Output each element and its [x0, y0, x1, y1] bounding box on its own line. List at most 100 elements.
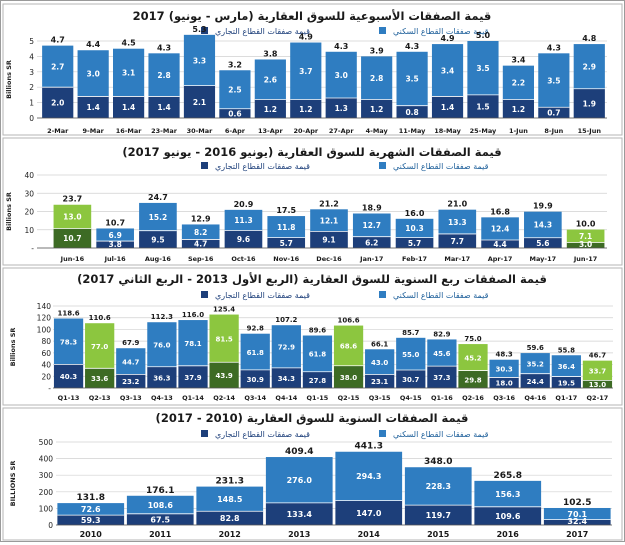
data-label-residential: 3.1	[122, 69, 135, 78]
bar-residential	[265, 457, 333, 503]
y-tick-label: 500	[39, 438, 54, 447]
data-label-total: 82.9	[433, 330, 450, 338]
legend-swatch-residential	[379, 27, 386, 34]
data-label-total: 85.7	[402, 329, 419, 337]
data-label-commercial: 1.4	[441, 103, 454, 112]
legend-label-residential: قيمة صفقات القطاع السكني	[393, 27, 489, 36]
data-label-residential: 43.0	[371, 359, 388, 367]
x-tick-label: 2-Mar	[47, 127, 69, 135]
data-label-commercial: 109.6	[495, 512, 521, 521]
y-tick-label: 100	[37, 325, 52, 334]
data-label-commercial: 1.2	[370, 105, 383, 114]
bar-commercial	[481, 239, 519, 248]
data-label-commercial: 40.3	[60, 373, 77, 381]
legend-swatch-commercial	[201, 162, 208, 169]
x-tick-label: May-17	[530, 255, 557, 263]
data-label-commercial: 19.5	[558, 379, 575, 387]
data-label-commercial: 119.7	[426, 511, 451, 520]
chart-4: قيمة الصفقات السنوية للسوق العقارية (201…	[2, 407, 623, 541]
data-label-residential: 156.3	[495, 490, 520, 499]
x-tick-label: Jun-16	[60, 255, 85, 263]
y-tick-label: 100	[39, 504, 54, 513]
x-tick-label: 11-May	[399, 127, 426, 135]
data-label-commercial: 36.3	[153, 374, 170, 382]
data-label-residential: 3.5	[476, 64, 489, 73]
bar-commercial	[77, 96, 109, 118]
x-tick-label: Jul-16	[104, 255, 126, 263]
legend-label-commercial: قيمة صفقات القطاع التجاري	[215, 162, 310, 171]
data-label-residential: 3.0	[87, 69, 100, 78]
data-label-commercial: 147.0	[356, 509, 382, 518]
x-tick-label: 8-Jun	[544, 127, 563, 135]
data-label-total: 18.9	[362, 204, 382, 213]
bar-residential	[582, 360, 613, 381]
data-label-commercial: 2.0	[51, 99, 64, 108]
data-label-residential: 108.6	[148, 501, 174, 510]
data-label-commercial: 1.2	[264, 105, 277, 114]
chart-title: قيمة الصفقات الشهرية للسوق العقارية (يون…	[122, 145, 501, 160]
bar-residential	[310, 209, 348, 232]
data-label-total: 4.3	[405, 42, 419, 51]
data-label-commercial: 5.6	[536, 239, 549, 248]
bar-residential	[325, 51, 357, 98]
data-label-residential: 2.8	[370, 74, 383, 83]
legend: قيمة صفقات القطاع التجاري قيمة صفقات القط…	[201, 27, 489, 36]
data-label-total: 4.3	[547, 43, 561, 52]
data-label-residential: 15.2	[149, 213, 168, 222]
bar-commercial	[566, 242, 605, 248]
data-label-residential: 148.5	[217, 495, 243, 504]
data-label-residential: 36.4	[558, 363, 575, 371]
data-label-commercial: 32.4	[567, 517, 587, 526]
bar-residential	[196, 486, 264, 512]
data-label-commercial: 5.7	[280, 239, 293, 248]
data-label-commercial: 1.5	[476, 102, 489, 111]
legend-label-residential: قيمة صفقات القطاع السكني	[393, 430, 489, 439]
legend-swatch-commercial	[201, 291, 208, 298]
data-label-total: 19.9	[533, 202, 553, 211]
x-tick-label: Apr-17	[488, 255, 513, 263]
data-label-total: 102.5	[563, 498, 591, 508]
bar-residential	[395, 218, 434, 238]
data-label-commercial: 5.7	[408, 239, 421, 248]
bar-residential	[290, 42, 322, 100]
chart-title: قيمة الصفقات الأسبوعية للسوق العقارية (م…	[133, 9, 492, 24]
x-tick-label: Q2-16	[462, 394, 484, 402]
data-label-commercial: 29.8	[464, 376, 481, 384]
x-tick-label: 2014	[358, 530, 381, 539]
data-label-commercial: 1.9	[583, 99, 596, 108]
bar-residential	[551, 355, 581, 377]
x-tick-label: 15-Jun	[578, 127, 602, 135]
y-tick-label: 1	[29, 99, 34, 108]
bar-commercial	[290, 99, 322, 118]
bar-residential	[396, 337, 426, 371]
x-tick-label: Q3-16	[493, 394, 515, 402]
data-label-commercial: 1.4	[87, 103, 100, 112]
y-tick-label: 2	[29, 83, 34, 92]
bar-residential	[254, 59, 286, 100]
data-label-commercial: 13.0	[589, 381, 606, 389]
x-tick-label: 30-Mar	[187, 127, 214, 135]
x-tick-label: 1-Jun	[509, 127, 528, 135]
legend: قيمة صفقات القطاع التجاري قيمة صفقات القط…	[201, 430, 489, 439]
data-label-residential: 8.2	[194, 228, 207, 237]
data-label-commercial: 4.4	[493, 240, 506, 249]
x-tick-label: Q4-15	[400, 394, 422, 402]
bar-residential	[396, 51, 428, 106]
bar-commercial	[178, 365, 208, 388]
bar-residential	[543, 507, 611, 520]
legend-swatch-residential	[379, 430, 386, 437]
data-label-residential: 2.9	[583, 62, 596, 71]
bar-commercial	[224, 230, 263, 248]
bar-residential	[467, 41, 499, 95]
data-label-total: 112.3	[151, 313, 173, 321]
data-label-residential: 2.2	[512, 79, 525, 88]
bar-commercial	[352, 236, 391, 248]
legend-swatch-commercial	[201, 27, 208, 34]
bar-commercial	[573, 88, 605, 118]
x-tick-label: Dec-16	[316, 255, 342, 263]
data-label-residential: 3.3	[193, 56, 206, 65]
data-label-commercial: 59.3	[81, 516, 101, 525]
bar-residential	[53, 318, 84, 365]
data-label-residential: 30.3	[495, 366, 512, 374]
